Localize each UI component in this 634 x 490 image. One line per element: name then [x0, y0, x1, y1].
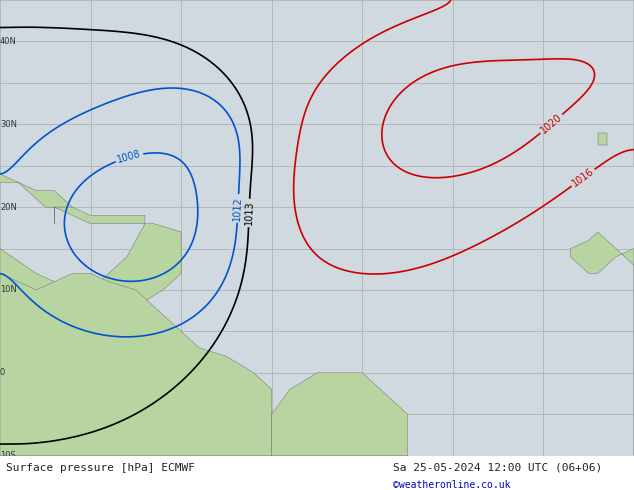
Text: 70W: 70W [81, 456, 100, 465]
Text: 10N: 10N [0, 286, 17, 294]
Text: 50W: 50W [262, 456, 281, 465]
Text: 30W: 30W [443, 456, 462, 465]
Text: ©weatheronline.co.uk: ©weatheronline.co.uk [393, 480, 510, 490]
Text: 1016: 1016 [570, 167, 596, 189]
Text: 0: 0 [0, 368, 5, 377]
Text: 10S: 10S [0, 451, 16, 460]
Text: 1013: 1013 [243, 200, 254, 225]
Polygon shape [598, 133, 607, 145]
Text: Surface pressure [hPa] ECMWF: Surface pressure [hPa] ECMWF [6, 463, 195, 473]
Text: 30N: 30N [0, 120, 17, 129]
Polygon shape [0, 273, 272, 456]
Text: 20W: 20W [534, 456, 553, 465]
Text: 80W: 80W [0, 456, 10, 465]
Polygon shape [272, 373, 408, 456]
Polygon shape [0, 224, 181, 414]
Text: 1012: 1012 [233, 196, 243, 221]
Text: 40W: 40W [353, 456, 372, 465]
Text: 20N: 20N [0, 203, 17, 212]
Text: 40N: 40N [0, 37, 17, 46]
Text: 60W: 60W [172, 456, 191, 465]
Polygon shape [571, 232, 634, 456]
Polygon shape [0, 166, 72, 207]
Text: 10W: 10W [624, 456, 634, 465]
Text: 1020: 1020 [539, 112, 564, 136]
Text: 1008: 1008 [116, 149, 143, 165]
Text: Sa 25-05-2024 12:00 UTC (06+06): Sa 25-05-2024 12:00 UTC (06+06) [393, 463, 602, 473]
Polygon shape [55, 207, 145, 224]
